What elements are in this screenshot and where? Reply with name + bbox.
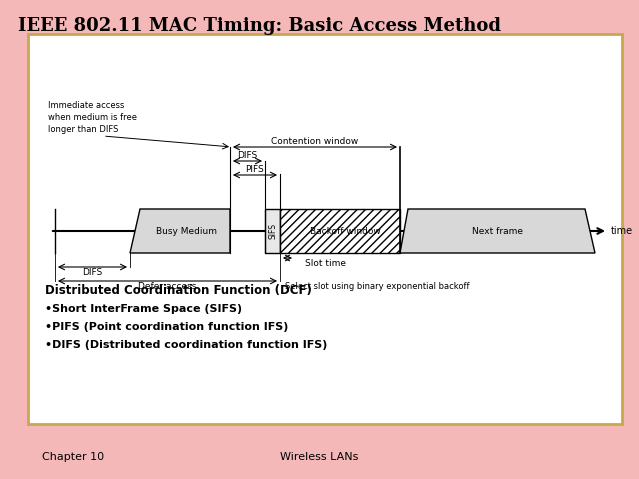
Bar	[28, 34, 622, 424]
Text: Distributed Coordination Function (DCF): Distributed Coordination Function (DCF)	[45, 284, 312, 297]
Text: time: time	[611, 226, 633, 236]
Text: •Short InterFrame Space (SIFS): •Short InterFrame Space (SIFS)	[45, 304, 242, 314]
Text: Contention window: Contention window	[272, 137, 358, 146]
Text: Backoff window: Backoff window	[310, 227, 380, 236]
Text: IEEE 802.11 MAC Timing: Basic Access Method: IEEE 802.11 MAC Timing: Basic Access Met…	[18, 17, 501, 35]
Text: DIFS: DIFS	[82, 268, 103, 277]
Bar	[265, 209, 280, 253]
Text: Defer access: Defer access	[138, 282, 197, 291]
Text: Immediate access
when medium is free
longer than DIFS: Immediate access when medium is free lon…	[48, 102, 137, 134]
Text: DIFS: DIFS	[237, 151, 258, 160]
Polygon shape	[130, 209, 230, 253]
Text: Wireless LANs: Wireless LANs	[280, 452, 358, 462]
Text: Chapter 10: Chapter 10	[42, 452, 104, 462]
Text: PIFS: PIFS	[245, 165, 265, 174]
Text: Slot time: Slot time	[305, 259, 346, 268]
Polygon shape	[400, 209, 595, 253]
Text: •PIFS (Point coordination function IFS): •PIFS (Point coordination function IFS)	[45, 322, 288, 332]
Text: Next frame: Next frame	[472, 227, 523, 236]
Text: Busy Medium: Busy Medium	[155, 227, 217, 236]
Text: SIFS: SIFS	[268, 223, 277, 239]
Text: •DIFS (Distributed coordination function IFS): •DIFS (Distributed coordination function…	[45, 340, 327, 350]
Text: Select slot using binary exponential backoff: Select slot using binary exponential bac…	[285, 282, 470, 291]
Bar	[280, 209, 400, 253]
